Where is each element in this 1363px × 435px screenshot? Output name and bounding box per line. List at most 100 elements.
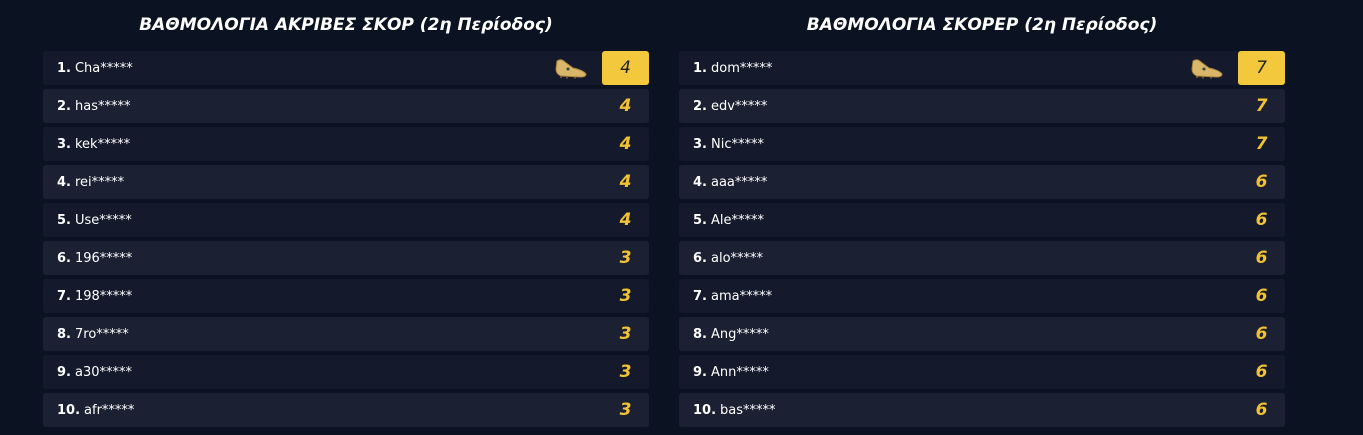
player-name: Use***** <box>74 212 132 228</box>
player-name-cell: 6. 196***** <box>43 251 132 266</box>
leaderboard-row: 10. afr***** 3 <box>43 393 649 427</box>
leaderboard-row: 2. has***** 4 <box>43 89 649 123</box>
leaderboard-row: 3. kek***** 4 <box>43 127 649 161</box>
rank: 6. <box>693 250 707 266</box>
player-name: alo***** <box>710 250 764 266</box>
leaderboard-title: ΒΑΘΜΟΛΟΓΙΑ ΣΚΟΡΕΡ (2η Περίοδος) <box>806 15 1158 35</box>
leaderboard-row: 6. 196***** 3 <box>43 241 649 275</box>
score: 3 <box>619 324 632 344</box>
score: 4 <box>619 134 632 154</box>
leaderboard-row: 1. Cha***** 4 <box>43 51 649 85</box>
rank: 8. <box>57 326 71 342</box>
rank: 3. <box>693 136 707 152</box>
score: 7 <box>1238 51 1285 85</box>
score: 4 <box>619 172 632 192</box>
rank: 7. <box>57 288 71 304</box>
rank: 5. <box>57 212 71 228</box>
leaderboard-row: 1. dom***** 7 <box>679 51 1285 85</box>
player-name: Ann***** <box>710 364 769 380</box>
rank: 9. <box>693 364 707 380</box>
leaderboard-title: ΒΑΘΜΟΛΟΓΙΑ ΑΚΡΙΒΕΣ ΣΚΟΡ (2η Περίοδος) <box>139 15 553 35</box>
player-name-cell: 8. 7ro***** <box>43 327 129 342</box>
score: 7 <box>1255 134 1268 154</box>
rank: 4. <box>693 174 707 190</box>
player-name-cell: 9. Ann***** <box>679 365 769 380</box>
leaderboard-row: 4. rei***** 4 <box>43 165 649 199</box>
rank: 1. <box>57 60 71 76</box>
player-name: a30***** <box>74 364 132 380</box>
player-name-cell: 8. Ang***** <box>679 327 769 342</box>
rank: 4. <box>57 174 71 190</box>
leaderboard-row: 8. Ang***** 6 <box>679 317 1285 351</box>
player-name: aaa***** <box>710 174 768 190</box>
score: 7 <box>1255 96 1268 116</box>
leaderboard-row: 4. aaa***** 6 <box>679 165 1285 199</box>
leaderboard-list: 1. dom***** 7 2. edv***** 7 3. Nic***** 7 4. aaa**… <box>679 51 1285 427</box>
player-name: ama***** <box>710 288 773 304</box>
player-name-cell: 7. 198***** <box>43 289 132 304</box>
score: 4 <box>602 51 649 85</box>
rank: 8. <box>693 326 707 342</box>
player-name-cell: 5. Use***** <box>43 213 132 228</box>
player-name: bas***** <box>720 402 776 418</box>
player-name-cell: 2. edv***** <box>679 99 767 114</box>
player-name-cell: 9. a30***** <box>43 365 132 380</box>
score: 6 <box>1255 286 1268 306</box>
rank: 2. <box>57 98 71 114</box>
player-name-cell: 1. dom***** <box>679 61 772 76</box>
leaderboard-row: 8. 7ro***** 3 <box>43 317 649 351</box>
player-name: Nic***** <box>710 136 764 152</box>
leaderboard-row: 3. Nic***** 7 <box>679 127 1285 161</box>
scorer-leaderboard: ΒΑΘΜΟΛΟΓΙΑ ΣΚΟΡΕΡ (2η Περίοδος) 1. dom***… <box>679 0 1285 431</box>
score: 3 <box>619 248 632 268</box>
rank: 2. <box>693 98 707 114</box>
leaderboard-row: 9. a30***** 3 <box>43 355 649 389</box>
leaderboard-row: 5. Ale***** 6 <box>679 203 1285 237</box>
score: 6 <box>1255 248 1268 268</box>
golden-boot-icon <box>1189 57 1225 79</box>
player-name: 7ro***** <box>74 326 129 342</box>
player-name-cell: 10. bas***** <box>679 403 776 418</box>
rank: 3. <box>57 136 71 152</box>
player-name-cell: 4. aaa***** <box>679 175 767 190</box>
player-name: afr***** <box>84 402 135 418</box>
player-name-cell: 4. rei***** <box>43 175 124 190</box>
score: 6 <box>1255 324 1268 344</box>
leaderboard-row: 5. Use***** 4 <box>43 203 649 237</box>
player-name: Cha***** <box>74 60 133 76</box>
player-name: dom***** <box>710 60 773 76</box>
score: 3 <box>619 286 632 306</box>
golden-boot-icon <box>553 57 589 79</box>
score: 4 <box>619 210 632 230</box>
score: 6 <box>1255 210 1268 230</box>
player-name-cell: 1. Cha***** <box>43 61 133 76</box>
rank: 7. <box>693 288 707 304</box>
player-name: 198***** <box>74 288 133 304</box>
player-name: Ang***** <box>710 326 769 342</box>
rank: 1. <box>693 60 707 76</box>
rank: 10. <box>693 402 717 418</box>
player-name: rei***** <box>74 174 125 190</box>
score: 6 <box>1255 172 1268 192</box>
exact-score-leaderboard: ΒΑΘΜΟΛΟΓΙΑ ΑΚΡΙΒΕΣ ΣΚΟΡ (2η Περίοδος) 1.… <box>43 0 649 431</box>
leaderboard-list: 1. Cha***** 4 2. has***** 4 3. kek***** 4 4. rei**… <box>43 51 649 427</box>
score: 4 <box>619 96 632 116</box>
player-name-cell: 3. kek***** <box>43 137 130 152</box>
player-name: 196***** <box>74 250 133 266</box>
rank: 6. <box>57 250 71 266</box>
leaderboard-row: 2. edv***** 7 <box>679 89 1285 123</box>
player-name-cell: 2. has***** <box>43 99 130 114</box>
player-name: Ale***** <box>710 212 764 228</box>
score: 3 <box>619 362 632 382</box>
player-name-cell: 3. Nic***** <box>679 137 764 152</box>
leaderboard-row: 6. alo***** 6 <box>679 241 1285 275</box>
player-name: has***** <box>74 98 131 114</box>
leaderboard-row: 7. ama***** 6 <box>679 279 1285 313</box>
player-name-cell: 5. Ale***** <box>679 213 764 228</box>
score: 3 <box>619 400 632 420</box>
player-name-cell: 7. ama***** <box>679 289 772 304</box>
score: 6 <box>1255 362 1268 382</box>
leaderboard-row: 9. Ann***** 6 <box>679 355 1285 389</box>
leaderboard-row: 7. 198***** 3 <box>43 279 649 313</box>
leaderboard-row: 10. bas***** 6 <box>679 393 1285 427</box>
